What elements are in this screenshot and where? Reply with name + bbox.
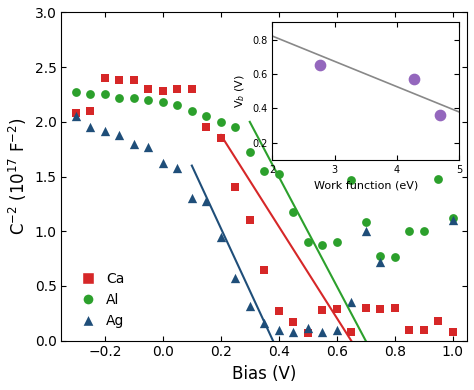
Point — [202, 124, 210, 130]
Point — [116, 95, 123, 101]
Point — [101, 91, 109, 98]
Point — [449, 217, 456, 223]
Point — [246, 149, 254, 156]
Point — [333, 306, 340, 312]
Point — [304, 330, 311, 336]
Point — [145, 97, 152, 103]
Point — [319, 307, 326, 313]
Point — [188, 86, 196, 92]
Point — [376, 253, 384, 259]
Point — [159, 88, 167, 94]
Point — [217, 234, 225, 240]
Point — [405, 228, 413, 234]
Point — [87, 124, 94, 130]
Point — [188, 195, 196, 202]
Point — [202, 113, 210, 119]
Point — [145, 144, 152, 150]
Point — [275, 326, 283, 333]
Point — [304, 324, 311, 331]
Point — [87, 108, 94, 114]
Point — [261, 320, 268, 326]
Point — [231, 275, 239, 282]
Point — [116, 77, 123, 83]
Point — [376, 306, 384, 312]
Point — [290, 329, 297, 335]
Point — [347, 177, 355, 183]
Point — [391, 305, 399, 311]
Point — [333, 326, 340, 333]
Point — [231, 184, 239, 191]
Point — [159, 160, 167, 167]
Point — [434, 318, 442, 324]
Point — [290, 319, 297, 325]
Point — [101, 128, 109, 134]
Point — [130, 95, 137, 101]
Point — [72, 113, 80, 119]
Point — [449, 329, 456, 335]
Point — [376, 259, 384, 265]
Point — [362, 219, 369, 225]
Point — [130, 77, 137, 83]
Point — [420, 326, 428, 333]
Point — [449, 215, 456, 221]
Point — [231, 124, 239, 130]
Legend: Ca, Al, Ag: Ca, Al, Ag — [68, 267, 130, 334]
Point — [275, 171, 283, 177]
Point — [130, 141, 137, 147]
Point — [290, 208, 297, 215]
Point — [246, 303, 254, 309]
Point — [145, 86, 152, 92]
Point — [173, 86, 181, 92]
X-axis label: Bias (V): Bias (V) — [232, 365, 296, 383]
Point — [420, 228, 428, 234]
Point — [391, 254, 399, 261]
Point — [246, 217, 254, 223]
Point — [362, 305, 369, 311]
Point — [261, 168, 268, 174]
Y-axis label: C$^{-2}$ (10$^{17}$ F$^{-2}$): C$^{-2}$ (10$^{17}$ F$^{-2}$) — [7, 118, 29, 235]
Point — [217, 135, 225, 141]
Point — [116, 132, 123, 138]
Point — [319, 329, 326, 335]
Point — [202, 197, 210, 204]
Point — [347, 299, 355, 305]
Point — [434, 176, 442, 182]
Point — [333, 239, 340, 245]
Point — [87, 91, 94, 98]
Point — [72, 110, 80, 116]
Point — [72, 89, 80, 96]
Point — [275, 308, 283, 314]
Point — [217, 119, 225, 125]
Point — [347, 329, 355, 335]
Point — [362, 228, 369, 234]
Point — [173, 165, 181, 171]
Point — [173, 102, 181, 108]
Point — [304, 239, 311, 245]
Point — [101, 75, 109, 81]
Point — [319, 242, 326, 248]
Point — [405, 326, 413, 333]
Point — [261, 266, 268, 273]
Point — [188, 108, 196, 114]
Point — [159, 99, 167, 105]
